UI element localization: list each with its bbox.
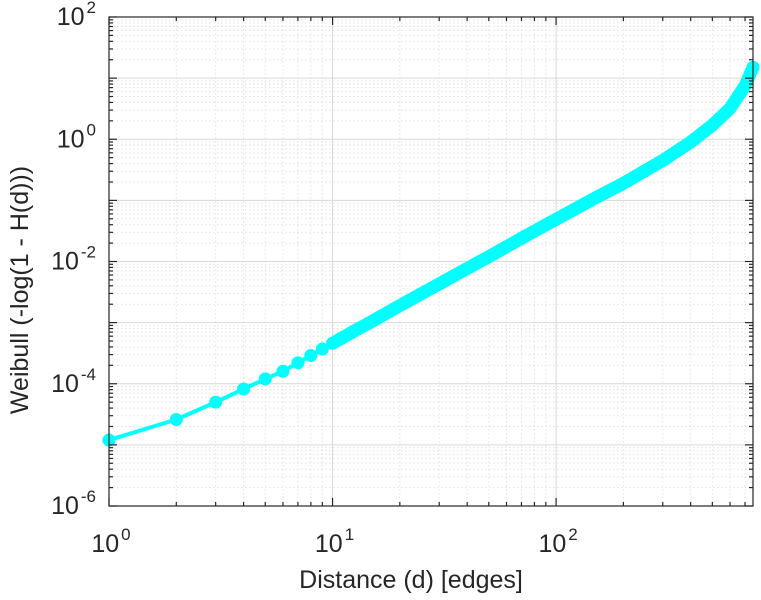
y-axis-title: Weibull (-log(1 - H(d))) <box>6 166 34 414</box>
axis-ticks <box>108 16 753 507</box>
x-tick-labels: 10 0 10 1 10 2 <box>91 525 577 558</box>
grid <box>108 16 753 507</box>
y-tick-label: 10 -2 <box>51 243 96 276</box>
data-point <box>209 395 223 409</box>
x-tick-label: 10 1 <box>315 525 354 558</box>
data-point <box>169 413 183 427</box>
data-point <box>315 342 329 356</box>
x-tick-label: 10 0 <box>91 525 130 558</box>
data-point <box>258 372 272 386</box>
data-point <box>304 348 318 362</box>
y-tick-label: 10 -6 <box>51 487 96 520</box>
x-tick-label: 10 2 <box>538 525 577 558</box>
data-point <box>276 364 290 378</box>
y-tick-label: 10 0 <box>57 120 96 153</box>
data-point <box>237 382 251 396</box>
data-point <box>744 64 758 78</box>
series-weibull <box>102 60 760 447</box>
x-axis-title: Distance (d) [edges] <box>299 566 523 594</box>
data-point <box>291 356 305 370</box>
y-tick-label: 10 2 <box>57 0 96 31</box>
y-tick-label: 10 -4 <box>51 365 96 398</box>
